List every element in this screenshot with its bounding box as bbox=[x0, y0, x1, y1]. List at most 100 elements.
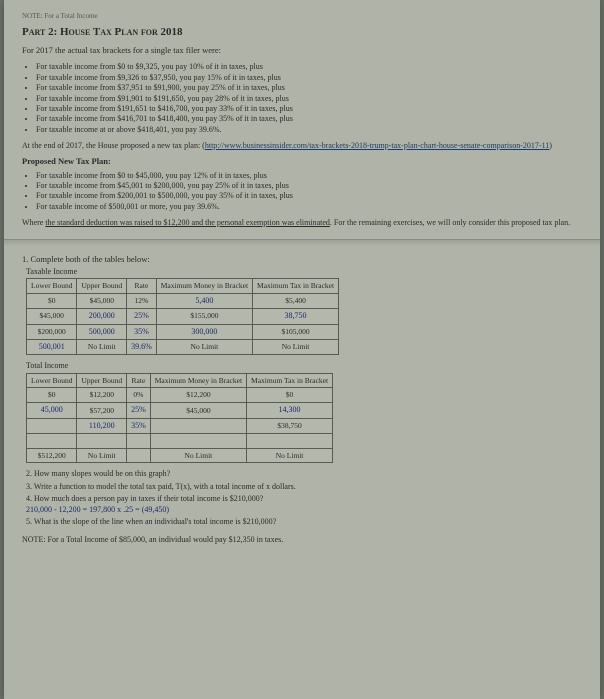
house-proposal-para: At the end of 2017, the House proposed a… bbox=[22, 141, 582, 151]
table-header-row: Lower Bound Upper Bound Rate Maximum Mon… bbox=[27, 373, 333, 388]
cell: No Limit bbox=[253, 339, 339, 354]
bracket-item: For taxable income from $37,951 to $91,9… bbox=[36, 83, 582, 93]
bracket-item: For taxable income from $91,901 to $191,… bbox=[36, 94, 582, 104]
cell: No Limit bbox=[247, 448, 333, 463]
col-lower: Lower Bound bbox=[27, 279, 77, 294]
table-row: $0 $12,200 0% $12,200 $0 bbox=[27, 388, 333, 403]
table-row: $0 $45,000 12% 5,400 $5,400 bbox=[27, 293, 339, 308]
table-row: $512,200 No Limit No Limit No Limit bbox=[27, 448, 333, 463]
bracket-item: For taxable income from $45,001 to $200,… bbox=[36, 181, 582, 191]
cell bbox=[127, 448, 151, 463]
cell: $0 bbox=[27, 293, 77, 308]
where-b: . For the remaining exercises, we will o… bbox=[330, 218, 570, 227]
taxable-income-table: Lower Bound Upper Bound Rate Maximum Mon… bbox=[26, 278, 339, 355]
cell: $512,200 bbox=[27, 448, 77, 463]
cell-handwritten: 500,001 bbox=[27, 339, 77, 354]
cell: $0 bbox=[27, 388, 77, 403]
col-lower: Lower Bound bbox=[27, 373, 77, 388]
cell-handwritten: 5,400 bbox=[156, 293, 252, 308]
question-3: 3. Write a function to model the total t… bbox=[26, 482, 582, 492]
table-row: 45,000 $57,200 25% $45,000 14,300 bbox=[27, 403, 333, 418]
col-upper: Upper Bound bbox=[77, 373, 127, 388]
bracket-item: For taxable income from $191,651 to $416… bbox=[36, 104, 582, 114]
where-a: Where bbox=[22, 218, 45, 227]
cell: $38,750 bbox=[247, 418, 333, 433]
worksheet-page: NOTE: For a Total Income Part 2: House T… bbox=[4, 0, 600, 699]
cell-handwritten: 300,000 bbox=[156, 324, 252, 339]
bracket-item: For taxable income from $0 to $9,325, yo… bbox=[36, 62, 582, 72]
cell: No Limit bbox=[77, 339, 127, 354]
col-maxmoney: Maximum Money in Bracket bbox=[156, 279, 252, 294]
cell-handwritten: 35% bbox=[127, 418, 151, 433]
question-5: 5. What is the slope of the line when an… bbox=[26, 517, 582, 527]
cell: 0% bbox=[127, 388, 151, 403]
question-1: 1. Complete both of the tables below: bbox=[22, 254, 582, 265]
cell bbox=[77, 433, 127, 448]
brackets-new: For taxable income from $0 to $45,000, y… bbox=[22, 171, 582, 213]
note-bottom: NOTE: For a Total Income of $85,000, an … bbox=[22, 535, 582, 545]
cell bbox=[127, 433, 151, 448]
bracket-item: For taxable income from $0 to $45,000, y… bbox=[36, 171, 582, 181]
col-maxtax: Maximum Tax in Bracket bbox=[247, 373, 333, 388]
bracket-item: For taxable income from $416,701 to $418… bbox=[36, 114, 582, 124]
cell: $45,000 bbox=[150, 403, 246, 418]
cell bbox=[150, 433, 246, 448]
cell: No Limit bbox=[150, 448, 246, 463]
cell: $0 bbox=[247, 388, 333, 403]
cell: $57,200 bbox=[77, 403, 127, 418]
note-top: NOTE: For a Total Income bbox=[22, 12, 582, 21]
cell-handwritten: 38,750 bbox=[253, 309, 339, 324]
q4-text: 4. How much does a person pay in taxes i… bbox=[26, 494, 263, 503]
cell: $105,000 bbox=[253, 324, 339, 339]
cell bbox=[247, 433, 333, 448]
cell-handwritten: 14,300 bbox=[247, 403, 333, 418]
col-rate: Rate bbox=[127, 373, 151, 388]
part-title: Part 2: House Tax Plan for 2018 bbox=[22, 25, 582, 39]
cell: 12% bbox=[127, 293, 157, 308]
cell: No Limit bbox=[156, 339, 252, 354]
where-underline: the standard deduction was raised to $12… bbox=[45, 218, 330, 227]
table-row: 110,200 35% $38,750 bbox=[27, 418, 333, 433]
where-para: Where the standard deduction was raised … bbox=[22, 218, 582, 228]
table2-label: Total Income bbox=[26, 361, 582, 371]
cell-handwritten: 500,000 bbox=[77, 324, 127, 339]
source-link[interactable]: http://www.businessinsider.com/tax-brack… bbox=[205, 141, 549, 150]
table-row: $200,000 500,000 35% 300,000 $105,000 bbox=[27, 324, 339, 339]
intro-2017: For 2017 the actual tax brackets for a s… bbox=[22, 45, 582, 56]
cell-handwritten: 45,000 bbox=[27, 403, 77, 418]
cell: $155,000 bbox=[156, 309, 252, 324]
col-rate: Rate bbox=[127, 279, 157, 294]
cell bbox=[27, 418, 77, 433]
col-maxtax: Maximum Tax in Bracket bbox=[253, 279, 339, 294]
question-4: 4. How much does a person pay in taxes i… bbox=[26, 494, 582, 515]
bracket-item: For taxable income from $200,001 to $500… bbox=[36, 191, 582, 201]
para-text: ) bbox=[549, 141, 552, 150]
col-maxmoney: Maximum Money in Bracket bbox=[150, 373, 246, 388]
cell-handwritten: 35% bbox=[127, 324, 157, 339]
page-fold bbox=[4, 239, 600, 246]
cell: $12,200 bbox=[150, 388, 246, 403]
table-row: 500,001 No Limit 39.6% No Limit No Limit bbox=[27, 339, 339, 354]
q4-handwritten: 210,000 - 12,200 = 197,800 x .25 = (49,4… bbox=[26, 505, 169, 514]
question-2: 2. How many slopes would be on this grap… bbox=[26, 469, 582, 479]
table1-label: Taxable Income bbox=[26, 267, 582, 277]
total-income-table: Lower Bound Upper Bound Rate Maximum Mon… bbox=[26, 373, 333, 464]
para-text: At the end of 2017, the House proposed a… bbox=[22, 141, 205, 150]
bracket-item: For taxable income from $9,326 to $37,95… bbox=[36, 73, 582, 83]
cell: $200,000 bbox=[27, 324, 77, 339]
cell-handwritten: 200,000 bbox=[77, 309, 127, 324]
proposed-subhead: Proposed New Tax Plan: bbox=[22, 156, 582, 167]
cell-handwritten: 110,200 bbox=[77, 418, 127, 433]
bracket-item: For taxable income at or above $418,401,… bbox=[36, 125, 582, 135]
cell: $45,000 bbox=[77, 293, 127, 308]
cell bbox=[27, 433, 77, 448]
cell: No Limit bbox=[77, 448, 127, 463]
cell: $12,200 bbox=[77, 388, 127, 403]
table-header-row: Lower Bound Upper Bound Rate Maximum Mon… bbox=[27, 279, 339, 294]
cell-handwritten: 25% bbox=[127, 403, 151, 418]
col-upper: Upper Bound bbox=[77, 279, 127, 294]
cell-handwritten: 39.6% bbox=[127, 339, 157, 354]
cell bbox=[150, 418, 246, 433]
bracket-item: For taxable income of $500,001 or more, … bbox=[36, 202, 582, 212]
table-row bbox=[27, 433, 333, 448]
